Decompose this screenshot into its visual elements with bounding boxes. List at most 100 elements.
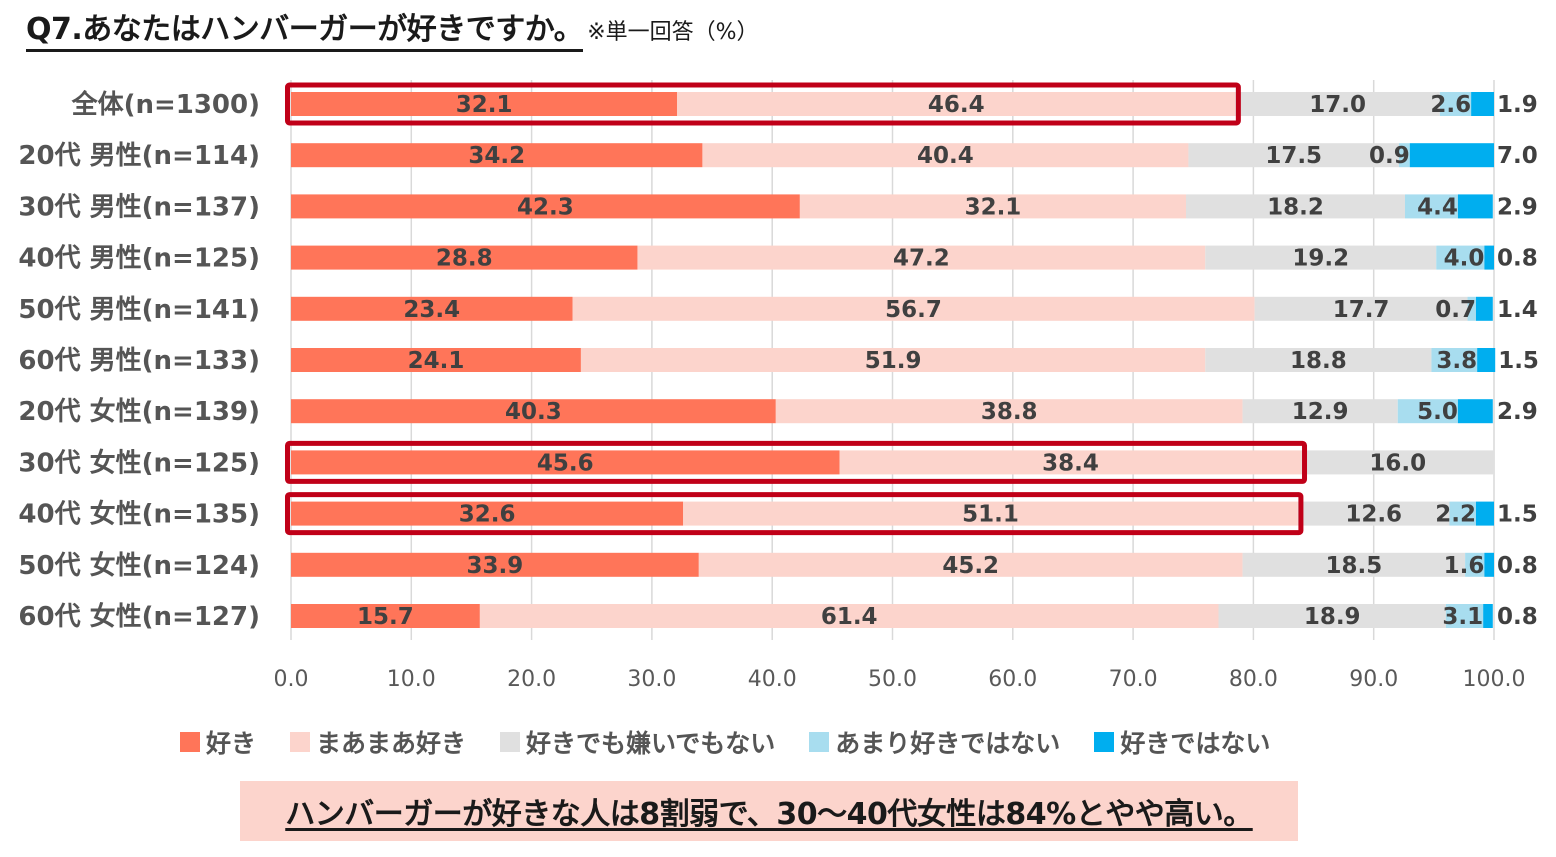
x-tick-label: 80.0 (1229, 667, 1278, 692)
bar-segment (1242, 552, 1466, 577)
category-label: 40代 女性(n=135) (18, 499, 260, 530)
legend-label: あまり好きではない (835, 729, 1061, 758)
legend-label: 好きでも嫌いでもない (526, 729, 776, 758)
data-label: 51.9 (865, 348, 922, 374)
data-label: 38.4 (1042, 450, 1099, 476)
data-label: 19.2 (1292, 246, 1349, 272)
category-label: 30代 女性(n=125) (18, 447, 260, 478)
data-label: 15.7 (357, 604, 414, 630)
data-label: 3.8 (1436, 348, 1477, 374)
bar-segment (1449, 501, 1476, 526)
bar-segment (1484, 552, 1494, 577)
legend-label: 好き (206, 729, 257, 758)
bar-segment (291, 604, 480, 628)
x-tick-label: 100.0 (1463, 667, 1526, 692)
data-label: 47.2 (893, 246, 950, 272)
bar-segment (1475, 501, 1494, 526)
data-label: 23.4 (403, 297, 460, 323)
data-label: 56.7 (885, 297, 942, 323)
data-label: 2.9 (1497, 194, 1538, 220)
highlight-box (285, 440, 1308, 484)
bar-segment (1431, 348, 1478, 372)
data-label: 0.8 (1497, 604, 1538, 630)
category-label: 60代 男性(n=133) (18, 346, 260, 376)
bar-segment (291, 194, 800, 219)
legend-swatch (500, 732, 521, 752)
bar-segment (1475, 296, 1493, 321)
category-label: 30代 男性(n=137) (18, 192, 260, 222)
data-label: 12.9 (1292, 399, 1349, 425)
data-label: 18.5 (1325, 553, 1382, 579)
legend-swatch (809, 732, 830, 752)
legend-item: 好きではない (1094, 724, 1270, 760)
bar-segment (1483, 604, 1493, 628)
data-label: 17.0 (1309, 92, 1366, 118)
bar-segment (291, 92, 678, 116)
data-label: 1.4 (1497, 297, 1538, 323)
legend-label: まあまあ好き (316, 729, 467, 758)
bar-segment (291, 399, 776, 424)
bar-segment (1465, 552, 1485, 577)
bar-segment (1301, 450, 1494, 475)
data-label: 18.2 (1267, 194, 1324, 220)
bar-segment (1467, 296, 1476, 321)
data-label: 51.1 (962, 502, 1019, 528)
legend-item: あまり好きではない (809, 724, 1060, 760)
bar-segment (291, 552, 699, 577)
data-label: 32.1 (965, 194, 1022, 220)
bar-segment (1471, 92, 1494, 116)
data-label: 61.4 (821, 604, 878, 630)
data-label: 33.9 (467, 553, 524, 579)
category-label: 60代 女性(n=127) (18, 601, 260, 632)
data-label: 32.6 (459, 502, 516, 528)
legend-swatch (180, 732, 200, 752)
bar-segment (637, 245, 1206, 270)
data-label: 1.9 (1497, 92, 1538, 118)
data-label: 45.6 (537, 450, 594, 476)
data-label: 16.0 (1369, 450, 1426, 476)
data-label: 7.0 (1497, 143, 1538, 169)
data-label: 4.4 (1417, 194, 1458, 220)
bar-segment (1445, 604, 1484, 628)
bar-segment (1484, 245, 1494, 270)
data-label: 40.3 (505, 399, 562, 425)
data-label: 1.5 (1498, 348, 1539, 374)
bar-segment (291, 143, 703, 168)
bar-segment (683, 501, 1298, 526)
bar-segment (1186, 194, 1405, 219)
bar-segment (1457, 194, 1493, 219)
data-label: 0.9 (1369, 143, 1410, 169)
category-label: 全体(n=1300) (71, 89, 260, 120)
bar-segment (291, 501, 684, 526)
bar-segment (291, 296, 573, 321)
legend-swatch (290, 732, 311, 752)
legend-item: 好き (180, 724, 256, 760)
answer-type-note: ※単一回答（%） (587, 20, 759, 45)
bar-segment (1436, 245, 1485, 270)
x-tick-label: 50.0 (868, 667, 917, 692)
bar-segment (1205, 245, 1437, 270)
legend-swatch (1094, 732, 1115, 752)
data-label: 0.8 (1497, 553, 1538, 579)
bar-segment (291, 450, 840, 475)
bar-segment (1205, 348, 1432, 372)
data-label: 32.1 (456, 92, 513, 118)
bar-segment (291, 245, 638, 270)
bar-segment (580, 348, 1206, 372)
bar-segment (1439, 92, 1472, 116)
data-label: 2.6 (1430, 92, 1471, 118)
data-label: 45.2 (942, 553, 999, 579)
category-label: 40代 男性(n=125) (18, 244, 260, 274)
data-label: 1.6 (1444, 553, 1485, 579)
data-label: 18.9 (1304, 604, 1361, 630)
data-label: 17.5 (1265, 143, 1322, 169)
bar-segment (1242, 399, 1398, 424)
data-label: 0.8 (1497, 246, 1538, 272)
x-tick-label: 10.0 (387, 667, 436, 692)
data-label: 1.5 (1497, 502, 1538, 528)
data-label: 5.0 (1417, 399, 1458, 425)
bar-segment (1235, 92, 1440, 116)
bar-segment (479, 604, 1219, 628)
data-label: 17.7 (1333, 297, 1390, 323)
summary-text: ハンバーガーが好きな人は8割弱で、30～40代女性は84%とやや高い。 (285, 797, 1253, 832)
